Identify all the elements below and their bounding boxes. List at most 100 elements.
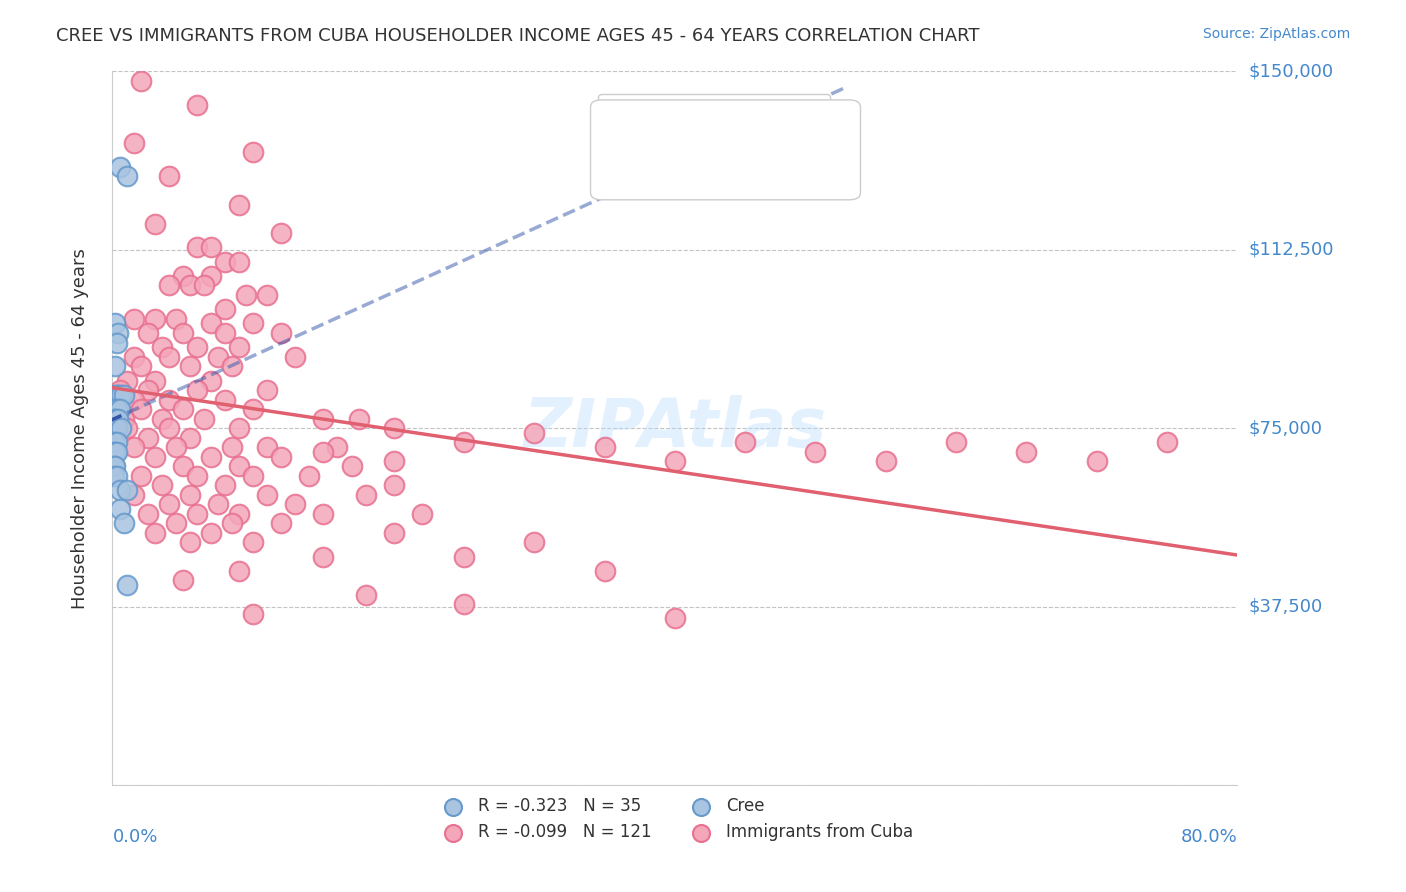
Point (179, 431, 201, 445)
Point (105, 335, 128, 350)
Point (186, 507, 208, 521)
Point (104, 317, 127, 331)
Point (172, 574, 194, 588)
FancyBboxPatch shape (591, 100, 860, 200)
Text: CREE VS IMMIGRANTS FROM CUBA HOUSEHOLDER INCOME AGES 45 - 64 YEARS CORRELATION C: CREE VS IMMIGRANTS FROM CUBA HOUSEHOLDER… (56, 27, 980, 45)
Point (242, 535, 264, 549)
Point (593, 564, 616, 578)
Point (129, 359, 152, 374)
Legend: R = -0.323   N = 35, R = -0.099   N = 121, Cree, Immigrants from Cuba: R = -0.323 N = 35, R = -0.099 N = 121, C… (429, 790, 921, 848)
Point (129, 74, 152, 88)
Point (143, 450, 166, 464)
Point (207, 350, 229, 364)
Point (221, 359, 243, 374)
Text: $112,500: $112,500 (1249, 241, 1334, 259)
Point (108, 402, 131, 417)
Point (103, 468, 125, 483)
Text: ZIPAtlas: ZIPAtlas (523, 395, 827, 461)
Text: $37,500: $37,500 (1249, 598, 1323, 615)
Point (242, 402, 264, 417)
Point (112, 516, 135, 531)
Point (157, 392, 180, 407)
Point (115, 169, 138, 183)
Point (104, 445, 127, 459)
Point (734, 435, 756, 450)
Point (453, 597, 475, 611)
Point (354, 588, 377, 602)
Point (214, 254, 236, 268)
Point (136, 383, 159, 397)
Point (270, 516, 292, 531)
Point (453, 435, 475, 450)
Point (256, 383, 278, 397)
Point (103, 435, 125, 450)
Point (165, 311, 187, 326)
Point (112, 388, 135, 402)
Point (200, 240, 222, 254)
Point (105, 435, 128, 450)
Point (112, 411, 135, 425)
Point (150, 478, 173, 492)
Point (115, 374, 138, 388)
Point (107, 411, 129, 425)
Point (382, 525, 405, 540)
Point (207, 497, 229, 511)
Point (411, 507, 433, 521)
Point (179, 535, 201, 549)
Point (157, 350, 180, 364)
Point (228, 564, 250, 578)
Point (103, 402, 125, 417)
Point (242, 468, 264, 483)
Point (256, 488, 278, 502)
Point (312, 445, 335, 459)
Point (104, 421, 127, 435)
Point (228, 340, 250, 354)
Point (270, 450, 292, 464)
Point (270, 326, 292, 340)
Point (228, 507, 250, 521)
Point (347, 411, 370, 425)
Text: $150,000: $150,000 (1249, 62, 1333, 80)
Point (214, 302, 236, 317)
Point (110, 388, 132, 402)
Point (105, 388, 128, 402)
Point (103, 445, 125, 459)
Point (214, 326, 236, 340)
Point (340, 459, 363, 474)
Point (200, 268, 222, 283)
Point (157, 278, 180, 293)
Point (593, 440, 616, 454)
Point (875, 454, 897, 468)
Point (179, 278, 201, 293)
Point (453, 549, 475, 564)
Point (115, 483, 138, 497)
Point (122, 440, 145, 454)
Point (157, 169, 180, 183)
Point (108, 502, 131, 516)
Point (157, 497, 180, 511)
Point (228, 254, 250, 268)
Point (312, 411, 335, 425)
Point (214, 478, 236, 492)
Point (165, 440, 187, 454)
Point (382, 421, 405, 435)
Point (150, 340, 173, 354)
Point (242, 145, 264, 160)
Point (664, 611, 686, 625)
Point (105, 468, 128, 483)
Point (228, 197, 250, 211)
Point (129, 468, 152, 483)
Point (104, 459, 127, 474)
Point (150, 411, 173, 425)
Point (136, 326, 159, 340)
Point (284, 350, 307, 364)
Point (143, 311, 166, 326)
Point (103, 388, 125, 402)
Point (256, 288, 278, 302)
Text: 80.0%: 80.0% (1181, 828, 1237, 846)
Point (172, 268, 194, 283)
Point (107, 326, 129, 340)
Point (200, 525, 222, 540)
Point (523, 425, 546, 440)
Point (103, 459, 125, 474)
